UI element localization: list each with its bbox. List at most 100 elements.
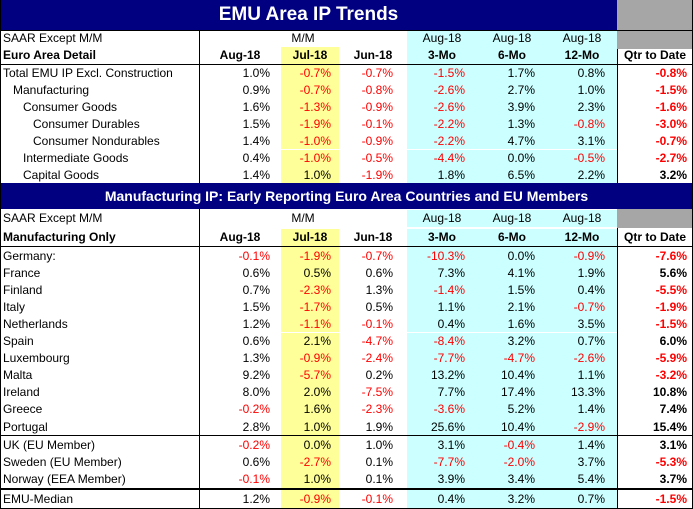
table-title: EMU Area IP Trends bbox=[218, 4, 399, 25]
cell-jul-18: -2.3% bbox=[281, 281, 339, 299]
column-header-jul-18: Jul-18 bbox=[281, 47, 339, 64]
cell-qtr-to-date: -5.3% bbox=[655, 454, 687, 469]
section-title: Manufacturing IP: Early Reporting Euro A… bbox=[104, 188, 589, 204]
cell-aug-18: -0.1% bbox=[238, 472, 270, 487]
cell-6-mo: 1.3% bbox=[477, 115, 547, 133]
cell-3-mo: 3.9% bbox=[407, 470, 477, 488]
rule bbox=[0, 488, 693, 490]
row-label: Spain bbox=[3, 334, 34, 349]
cell-12-mo: 2.3% bbox=[547, 98, 617, 116]
euro-header-row-2: Euro Area Detail Aug-18 Jul-18 Jun-18 3-Mo 6-… bbox=[0, 47, 693, 64]
cell-12-mo: 2.2% bbox=[547, 166, 617, 184]
cell-qtr-to-date: 6.0% bbox=[659, 334, 687, 349]
row-label: UK (EU Member) bbox=[3, 437, 96, 452]
column-header-jun-18: Jun-18 bbox=[353, 230, 393, 245]
row-label: Portugal bbox=[3, 419, 48, 434]
header-label: SAAR Except M/M bbox=[3, 211, 103, 226]
header-12mo-date: Aug-18 bbox=[547, 30, 617, 47]
cell-jul-18: -1.9% bbox=[281, 115, 339, 133]
cell-12-mo: 1.4% bbox=[547, 400, 617, 418]
table-row: Consumer Durables 1.5% -1.9% -0.1% -2.2% 1.3%… bbox=[0, 115, 693, 133]
cell-qtr-to-date: 3.7% bbox=[659, 472, 687, 487]
cell-jul-18: -1.9% bbox=[281, 247, 339, 265]
cell-jul-18: -1.1% bbox=[281, 315, 339, 333]
cell-aug-18: 0.6% bbox=[242, 454, 270, 469]
row-label: Consumer Nondurables bbox=[33, 134, 160, 149]
cell-qtr-to-date: 10.8% bbox=[652, 385, 687, 400]
column-header-3-mo: 3-Mo bbox=[407, 229, 477, 246]
header-12mo-date: Aug-18 bbox=[547, 210, 617, 227]
cell-6-mo: 10.4% bbox=[477, 366, 547, 384]
row-label: Sweden (EU Member) bbox=[3, 454, 122, 469]
cell-6-mo: 5.2% bbox=[477, 400, 547, 418]
cell-jul-18: -0.9% bbox=[281, 349, 339, 367]
gray-header-block bbox=[617, 0, 693, 49]
cell-12-mo: -0.9% bbox=[547, 247, 617, 265]
cell-12-mo: 0.7% bbox=[547, 332, 617, 350]
rule bbox=[0, 246, 693, 247]
table-row: EMU-Median 1.2% -0.9% -0.1% 0.4% 3.2% 0.7% -1.5… bbox=[0, 490, 693, 508]
column-header-3-mo: 3-Mo bbox=[407, 47, 477, 64]
rule bbox=[0, 30, 693, 31]
cell-jun-18: -0.9% bbox=[361, 100, 393, 115]
cell-qtr-to-date: -1.5% bbox=[655, 83, 687, 98]
table-row: Consumer Goods 1.6% -1.3% -0.9% -2.6% 3.9% 2.3… bbox=[0, 98, 693, 116]
cell-6-mo: 2.7% bbox=[477, 81, 547, 99]
cell-3-mo: -7.7% bbox=[407, 453, 477, 471]
cell-jun-18: 0.6% bbox=[365, 265, 393, 280]
cell-3-mo: 7.3% bbox=[407, 264, 477, 282]
cell-jun-18: -2.4% bbox=[361, 351, 393, 366]
table-row: Norway (EEA Member) -0.1% 1.0% 0.1% 3.9% 3.4%… bbox=[0, 470, 693, 488]
cell-jul-18: -1.0% bbox=[281, 149, 339, 167]
cell-jul-18: -0.9% bbox=[281, 490, 339, 508]
cell-aug-18: 0.6% bbox=[242, 334, 270, 349]
cell-jul-18: 2.1% bbox=[281, 332, 339, 350]
cell-12-mo: 1.1% bbox=[547, 366, 617, 384]
cell-3-mo: -2.2% bbox=[407, 132, 477, 150]
cell-6-mo: 1.7% bbox=[477, 65, 547, 82]
cell-6-mo: 3.9% bbox=[477, 98, 547, 116]
cell-3-mo: 25.6% bbox=[407, 418, 477, 436]
cell-jul-18: -5.7% bbox=[281, 366, 339, 384]
cell-jun-18: 1.3% bbox=[365, 282, 393, 297]
cell-jun-18: 0.2% bbox=[365, 368, 393, 383]
cell-6-mo: 4.7% bbox=[477, 132, 547, 150]
cell-jun-18: -0.1% bbox=[361, 316, 393, 331]
cell-12-mo: -0.7% bbox=[547, 298, 617, 316]
cell-jul-18: -2.7% bbox=[281, 453, 339, 471]
cell-aug-18: 1.0% bbox=[242, 66, 270, 81]
title-bar: EMU Area IP Trends bbox=[0, 0, 617, 30]
table-row: UK (EU Member) -0.2% 0.0% 1.0% 3.1% -0.4% 1.4%… bbox=[0, 436, 693, 454]
cell-qtr-to-date: 7.4% bbox=[659, 402, 687, 417]
cell-6-mo: 3.2% bbox=[477, 490, 547, 508]
cell-12-mo: 1.0% bbox=[547, 81, 617, 99]
cell-aug-18: 9.2% bbox=[242, 368, 270, 383]
cell-3-mo: -2.6% bbox=[407, 98, 477, 116]
row-label: Capital Goods bbox=[23, 167, 100, 182]
cell-jun-18: -0.7% bbox=[361, 66, 393, 81]
table-row: Luxembourg 1.3% -0.9% -2.4% -7.7% -4.7% -2.6% -… bbox=[0, 349, 693, 367]
cell-3-mo: 1.1% bbox=[407, 298, 477, 316]
row-label: France bbox=[3, 265, 41, 280]
cell-aug-18: 1.3% bbox=[242, 351, 270, 366]
cell-qtr-to-date: -0.7% bbox=[655, 134, 687, 149]
cell-aug-18: 1.4% bbox=[242, 167, 270, 182]
cell-6-mo: 4.1% bbox=[477, 264, 547, 282]
cell-3-mo: 3.1% bbox=[407, 436, 477, 454]
cell-jun-18: -0.9% bbox=[361, 134, 393, 149]
row-label: Malta bbox=[3, 368, 33, 383]
row-label: Intermediate Goods bbox=[23, 150, 129, 165]
cell-qtr-to-date: -1.6% bbox=[655, 100, 687, 115]
cell-jun-18: 0.1% bbox=[365, 454, 393, 469]
table-row: Portugal 2.8% 1.0% 1.9% 25.6% 10.4% -2.9% 15.4% bbox=[0, 418, 693, 436]
cell-6-mo: 1.6% bbox=[477, 315, 547, 333]
row-label: Total EMU IP Excl. Construction bbox=[3, 66, 173, 81]
cell-aug-18: -0.2% bbox=[238, 437, 270, 452]
cell-6-mo: 0.0% bbox=[477, 247, 547, 265]
cell-qtr-to-date: -7.6% bbox=[655, 248, 687, 263]
cell-qtr-to-date: -1.5% bbox=[655, 492, 687, 506]
row-label: Consumer Durables bbox=[33, 117, 140, 132]
cell-jun-18: -0.1% bbox=[361, 492, 393, 506]
header-6mo-date: Aug-18 bbox=[477, 30, 547, 47]
